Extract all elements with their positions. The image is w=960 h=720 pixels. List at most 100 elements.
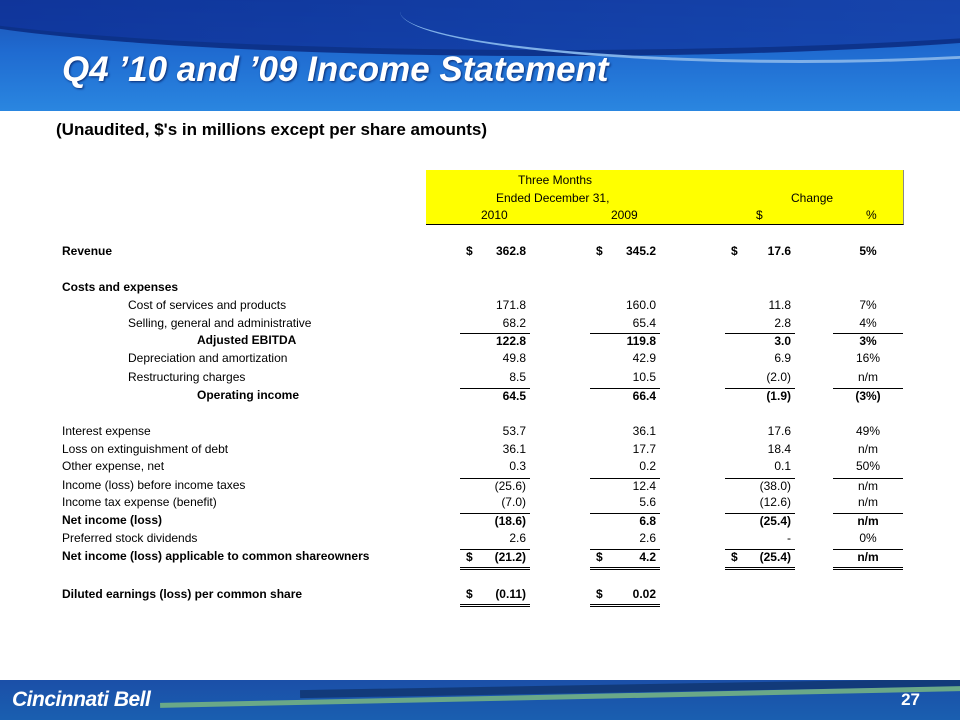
cell-value: 6.9: [774, 351, 791, 365]
cell-chg: 3.0: [725, 333, 795, 351]
cell-value: (21.2): [494, 550, 526, 564]
cell-pct: 5%: [833, 244, 903, 261]
cell-v2010: 2.6: [460, 531, 530, 548]
currency-symbol: $: [596, 244, 603, 258]
cell-v2010: (7.0): [460, 495, 530, 512]
cell-value: 12.4: [632, 479, 656, 493]
table-row: Net income (loss) applicable to common s…: [0, 549, 960, 570]
cell-value: 0.3: [509, 459, 526, 473]
currency-symbol: $: [731, 550, 738, 564]
row-label: Income tax expense (benefit): [62, 495, 217, 509]
table-row: Selling, general and administrative 68.2 6…: [0, 316, 960, 334]
cell-value: 160.0: [625, 298, 656, 312]
cell-v2010: (18.6): [460, 513, 530, 531]
cell-value: 3%: [859, 334, 877, 348]
table-row: Operating income 64.5 66.4 (1.9) (3%): [0, 388, 960, 406]
cell-value: 6.8: [639, 514, 656, 528]
page-number: 27: [901, 690, 920, 709]
cell-v2010: (25.6): [460, 478, 530, 496]
cell-value: 53.7: [502, 424, 526, 438]
row-label: Loss on extinguishment of debt: [62, 442, 229, 456]
cell-pct: n/m: [833, 495, 903, 512]
cell-value: 49.8: [502, 351, 526, 365]
cell-chg: 0.1: [725, 459, 795, 476]
row-label: Interest expense: [62, 424, 151, 438]
cell-value: 2.6: [639, 531, 656, 545]
cell-value: 64.5: [502, 389, 526, 403]
table-row: Interest expense 53.7 36.1 17.6 49%: [0, 424, 960, 442]
cell-value: n/m: [857, 550, 879, 564]
cell-value: 0.02: [632, 587, 656, 601]
cell-value: 2.6: [509, 531, 526, 545]
currency-symbol: $: [466, 244, 473, 258]
cell-chg: (2.0): [725, 370, 795, 387]
cell-pct: n/m: [833, 442, 903, 459]
cell-value: 49%: [855, 424, 881, 438]
row-label: Diluted earnings (loss) per common share: [62, 587, 303, 601]
cell-value: 2.8: [774, 316, 791, 330]
cell-value: 17.7: [632, 442, 656, 456]
cell-pct: 7%: [833, 298, 903, 315]
cell-value: 119.8: [626, 334, 656, 348]
cell-pct: n/m: [833, 549, 903, 570]
row-label: Selling, general and administrative: [128, 316, 312, 330]
cell-value: 362.8: [495, 244, 526, 258]
cell-chg: 11.8: [725, 298, 795, 315]
row-label: Restructuring charges: [128, 370, 246, 384]
cell-pct: n/m: [833, 513, 903, 531]
cell-value: 66.4: [632, 389, 656, 403]
cell-value: 0%: [859, 531, 877, 545]
cell-chg: $17.6: [725, 244, 795, 261]
cell-value: (0.11): [495, 587, 526, 601]
currency-symbol: $: [596, 550, 603, 564]
slide-header-band: Q4 ’10 and ’09 Income Statement: [0, 0, 960, 111]
row-label: Net income (loss) applicable to common s…: [62, 549, 370, 563]
table-row: Restructuring charges 8.5 10.5 (2.0) n/m: [0, 370, 960, 388]
cell-pct: 50%: [833, 459, 903, 476]
slide-footer-band: Cincinnati Bell 27: [0, 680, 960, 720]
currency-symbol: $: [731, 244, 738, 258]
table-row: Depreciation and amortization 49.8 42.9 6.9…: [0, 351, 960, 369]
header-col-dollar: $: [756, 208, 763, 222]
cell-value: 17.6: [767, 424, 791, 438]
header-period-line2: Ended December 31,: [496, 191, 610, 205]
cell-value: 18.4: [767, 442, 791, 456]
cell-value: 16%: [855, 351, 881, 365]
cell-v2009: $345.2: [590, 244, 660, 261]
cell-chg: (12.6): [725, 495, 795, 512]
table-row: Adjusted EBITDA 122.8 119.8 3.0 3%: [0, 333, 960, 351]
cell-value: 7%: [859, 298, 877, 312]
cell-pct: n/m: [833, 370, 903, 387]
cell-value: (3%): [855, 389, 881, 403]
row-label: Costs and expenses: [62, 280, 179, 294]
cell-value: 8.5: [509, 370, 526, 384]
cell-v2010: 36.1: [460, 442, 530, 459]
slide-subtitle: (Unaudited, $'s in millions except per s…: [56, 120, 488, 139]
cell-pct: n/m: [833, 478, 903, 496]
table-row: Cost of services and products 171.8 160.0 1…: [0, 298, 960, 316]
cell-v2009: 12.4: [590, 478, 660, 496]
cell-value: 10.5: [632, 370, 656, 384]
cell-v2010: 122.8: [460, 333, 530, 351]
cell-pct: (3%): [833, 388, 903, 406]
cell-v2009: 10.5: [590, 370, 660, 387]
cell-v2009: $0.02: [590, 587, 660, 607]
header-col-pct: %: [866, 208, 877, 222]
table-row: Costs and expenses: [0, 280, 960, 298]
cell-chg: (1.9): [725, 388, 795, 406]
cell-chg: 2.8: [725, 316, 795, 333]
cell-value: (2.0): [766, 370, 791, 384]
cell-value: 5.6: [639, 495, 656, 509]
cell-pct: 3%: [833, 333, 903, 351]
cell-value: 4.2: [639, 550, 656, 564]
cell-v2010: $ (21.2): [460, 549, 530, 570]
cell-value: (38.0): [759, 479, 791, 493]
cell-chg: 6.9: [725, 351, 795, 368]
cell-pct: 0%: [833, 531, 903, 548]
cell-chg: (25.4): [725, 513, 795, 531]
header-col-2010: 2010: [481, 208, 508, 222]
cell-value: (25.4): [759, 514, 791, 528]
row-label: Revenue: [62, 244, 113, 258]
row-label: Income (loss) before income taxes: [62, 478, 246, 492]
cell-v2010: 49.8: [460, 351, 530, 368]
